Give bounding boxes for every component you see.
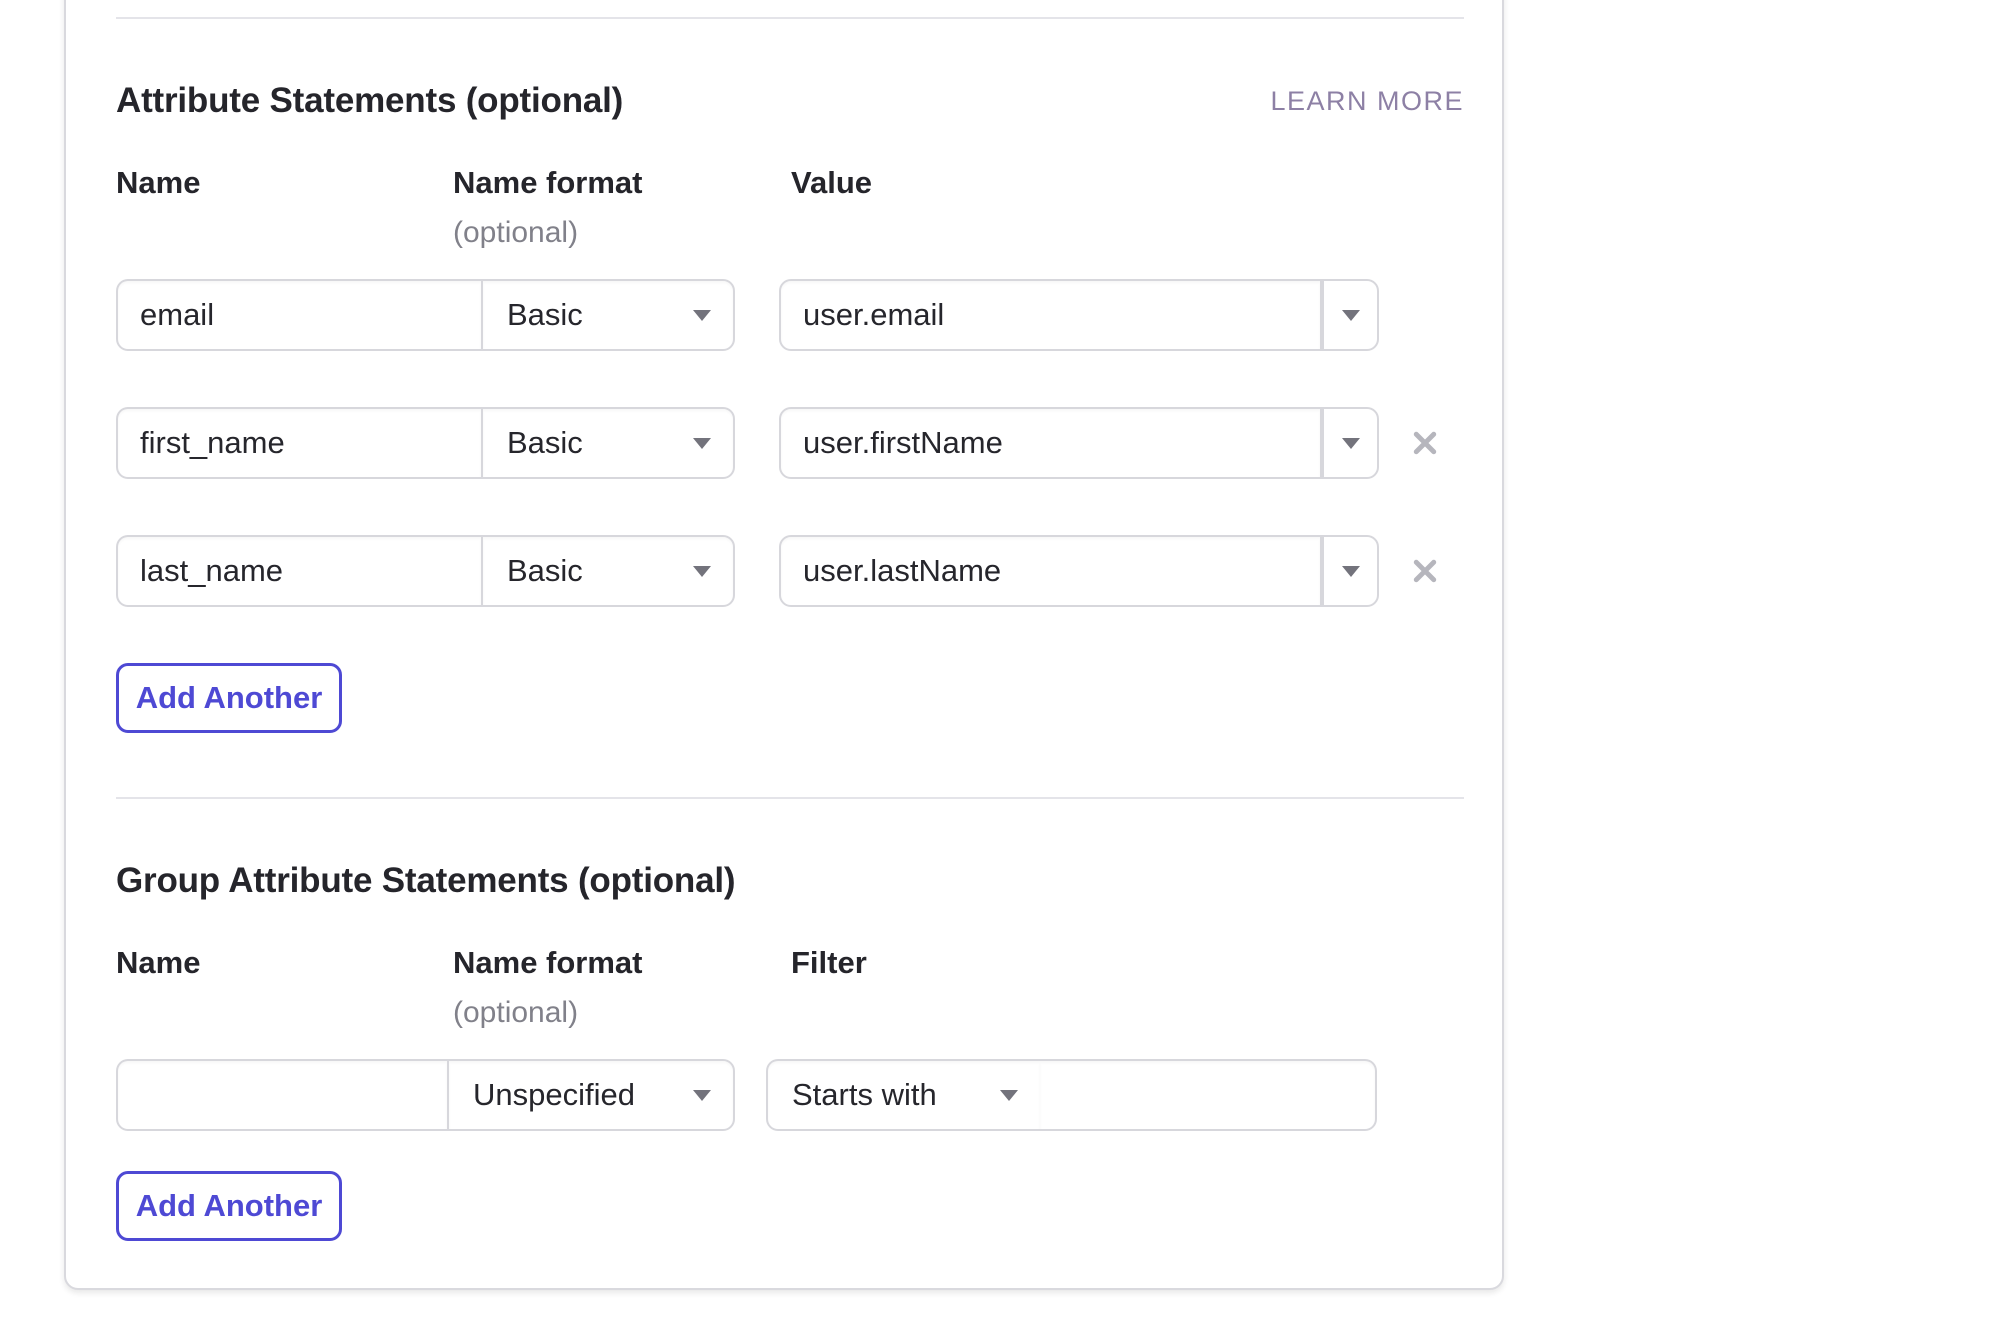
attribute-row: Basic — [116, 279, 1464, 351]
column-label-name-format: Name format — [453, 945, 643, 980]
column-label-name: Name — [116, 165, 201, 200]
group-name-format-select[interactable]: Unspecified — [447, 1059, 735, 1131]
add-another-button[interactable]: Add Another — [116, 1171, 342, 1241]
attribute-statements-title: Attribute Statements (optional) — [116, 81, 624, 120]
filter-value-input[interactable] — [1040, 1059, 1377, 1131]
name-format-select[interactable]: Basic — [481, 407, 735, 479]
filter-type-select-value: Starts with — [792, 1077, 937, 1112]
value-dropdown-button[interactable] — [1322, 407, 1379, 479]
group-attribute-statements-section: Group Attribute Statements (optional) Na… — [116, 859, 1464, 1241]
value-dropdown-button[interactable] — [1322, 279, 1379, 351]
attribute-value-input[interactable] — [779, 535, 1322, 607]
column-label-filter: Filter — [791, 945, 867, 980]
saml-settings-card: Attribute Statements (optional) LEARN MO… — [64, 0, 1504, 1290]
column-label-value: Value — [791, 165, 872, 200]
attribute-column-labels: Name Name format Value (optional) — [116, 163, 1464, 253]
column-note-optional: (optional) — [453, 996, 579, 1029]
column-note-optional: (optional) — [453, 216, 579, 249]
group-attribute-statements-title: Group Attribute Statements (optional) — [116, 861, 736, 900]
column-label-name-format: Name format — [453, 165, 643, 200]
attribute-name-input[interactable] — [116, 407, 481, 479]
caret-down-icon — [1000, 1089, 1018, 1101]
name-format-select[interactable]: Basic — [481, 279, 735, 351]
learn-more-link[interactable]: LEARN MORE — [1270, 85, 1464, 116]
caret-down-icon — [1341, 309, 1360, 321]
add-another-button[interactable]: Add Another — [116, 663, 342, 733]
group-attribute-row: Unspecified Starts with — [116, 1059, 1464, 1131]
name-format-select[interactable]: Basic — [481, 535, 735, 607]
filter-type-select[interactable]: Starts with — [766, 1059, 1040, 1131]
caret-down-icon — [693, 1089, 711, 1101]
section-divider-middle — [116, 797, 1464, 799]
attribute-statements-header: Attribute Statements (optional) LEARN MO… — [116, 79, 1464, 123]
attribute-value-input[interactable] — [779, 407, 1322, 479]
caret-down-icon — [1341, 437, 1360, 449]
group-column-labels: Name Name format Filter (optional) — [116, 943, 1464, 1033]
name-format-select-value: Basic — [507, 553, 583, 588]
attribute-value-input[interactable] — [779, 279, 1322, 351]
name-format-select-value: Basic — [507, 297, 583, 332]
group-name-format-select-value: Unspecified — [473, 1077, 635, 1112]
section-divider-top — [116, 17, 1464, 19]
caret-down-icon — [693, 437, 711, 449]
attribute-name-input[interactable] — [116, 279, 481, 351]
group-attribute-statements-header: Group Attribute Statements (optional) — [116, 859, 1464, 903]
remove-row-button[interactable] — [1403, 549, 1447, 593]
remove-row-button[interactable] — [1403, 421, 1447, 465]
attribute-statements-section: Attribute Statements (optional) LEARN MO… — [116, 79, 1464, 733]
x-icon — [1413, 431, 1437, 455]
attribute-row: Basic — [116, 407, 1464, 479]
group-name-input[interactable] — [116, 1059, 447, 1131]
attribute-row: Basic — [116, 535, 1464, 607]
name-format-select-value: Basic — [507, 425, 583, 460]
caret-down-icon — [693, 565, 711, 577]
attribute-name-input[interactable] — [116, 535, 481, 607]
column-label-name: Name — [116, 945, 201, 980]
x-icon — [1413, 559, 1437, 583]
value-dropdown-button[interactable] — [1322, 535, 1379, 607]
caret-down-icon — [693, 309, 711, 321]
caret-down-icon — [1341, 565, 1360, 577]
